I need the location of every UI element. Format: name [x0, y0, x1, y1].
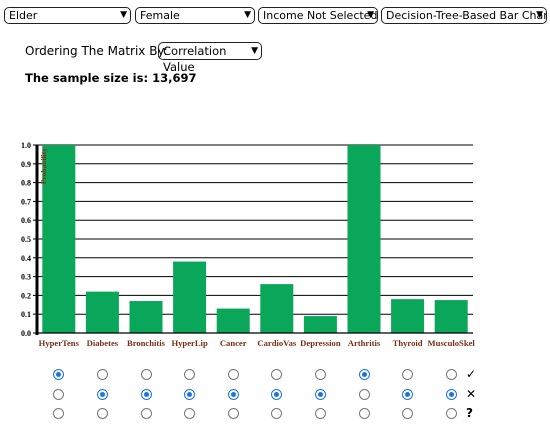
radio-unsure[interactable]	[402, 408, 414, 419]
radio-no[interactable]	[227, 389, 239, 400]
y-tick-label: 0.2	[21, 291, 31, 300]
bar	[129, 301, 163, 333]
check-icon: ✓	[466, 367, 477, 381]
income-select[interactable]: Income Not Selected ▼	[258, 7, 378, 24]
ordering-select-value: Correlation Value	[163, 44, 227, 74]
cross-icon: ✕	[466, 387, 477, 401]
ordering-select[interactable]: Correlation Value ▼	[158, 42, 262, 74]
chevron-down-icon: ▼	[244, 10, 251, 20]
x-tick-label: MusculoSkel	[428, 338, 476, 348]
radio-unsure[interactable]	[227, 408, 239, 419]
bar	[347, 145, 381, 333]
sex-select-value: Female	[140, 9, 180, 22]
bar	[85, 291, 119, 333]
ordering-label: Ordering The Matrix By:	[25, 44, 168, 58]
x-tick-label: Arthritis	[348, 338, 381, 348]
bar	[42, 145, 76, 333]
radio-yes[interactable]	[271, 369, 283, 380]
x-tick-label: Thyroid	[393, 338, 423, 348]
chevron-down-icon: ▼	[251, 46, 258, 56]
x-tick-label: HyperLip	[171, 338, 208, 348]
bar	[173, 261, 207, 333]
bar	[391, 299, 425, 333]
chevron-down-icon: ▼	[536, 10, 543, 20]
radio-yes[interactable]	[140, 369, 152, 380]
chevron-down-icon: ▼	[120, 10, 127, 20]
radio-no[interactable]	[358, 389, 370, 400]
radio-yes[interactable]	[402, 369, 414, 380]
radio-unsure[interactable]	[96, 408, 108, 419]
bar	[434, 300, 468, 333]
bar-chart: 0.0 0.1 0.2 0.3 0.4 0.5 0.6 0.7 0.8 0.9 1.0 HyperTe…	[21, 141, 476, 348]
radio-no[interactable]	[140, 389, 152, 400]
chart-kind-select[interactable]: Decision-Tree-Based Bar Chart ▼	[381, 7, 547, 24]
x-tick-label: CardioVas	[257, 338, 296, 348]
radio-yes[interactable]	[53, 369, 65, 380]
radio-no[interactable]	[96, 389, 108, 400]
radio-unsure[interactable]	[358, 408, 370, 419]
chart-kind-select-value: Decision-Tree-Based Bar Chart	[386, 9, 547, 22]
x-tick-label: Diabetes	[87, 338, 119, 348]
x-tick-label: HyperTens	[39, 338, 80, 348]
radio-no[interactable]	[445, 389, 457, 400]
y-tick-label: 0.9	[21, 160, 31, 169]
sample-size-text: The sample size is: 13,697	[25, 71, 197, 85]
x-tick-label: Depression	[300, 338, 341, 348]
y-tick-label: 0.3	[21, 273, 31, 282]
y-tick-label: 0.5	[21, 235, 31, 244]
bar	[216, 308, 250, 333]
y-tick-label: 0.4	[21, 254, 31, 263]
x-tick-label: Bronchitis	[127, 338, 166, 348]
radio-yes[interactable]	[445, 369, 457, 380]
bar	[303, 316, 337, 333]
radio-no[interactable]	[271, 389, 283, 400]
radio-unsure[interactable]	[271, 408, 283, 419]
radio-yes[interactable]	[184, 369, 196, 380]
y-tick-label: 0.7	[21, 197, 31, 206]
radio-no[interactable]	[402, 389, 414, 400]
y-tick-label: 0.6	[21, 216, 31, 225]
bar	[260, 284, 294, 333]
radio-yes[interactable]	[96, 369, 108, 380]
sex-select[interactable]: Female ▼	[135, 7, 255, 24]
radio-unsure[interactable]	[140, 408, 152, 419]
y-tick-label: 0.1	[21, 310, 31, 319]
radio-unsure[interactable]	[314, 408, 326, 419]
question-icon: ?	[466, 406, 473, 420]
y-tick-label: 0.8	[21, 179, 31, 188]
chevron-down-icon: ▼	[367, 10, 374, 20]
radio-yes[interactable]	[314, 369, 326, 380]
radio-unsure[interactable]	[445, 408, 457, 419]
x-tick-label: Cancer	[220, 338, 247, 348]
radio-unsure[interactable]	[184, 408, 196, 419]
income-select-value: Income Not Selected	[263, 9, 378, 22]
radio-unsure[interactable]	[53, 408, 65, 419]
y-axis-label: Probability	[39, 148, 48, 184]
age-select[interactable]: Elder ▼	[4, 7, 131, 24]
radio-no[interactable]	[184, 389, 196, 400]
radio-no[interactable]	[53, 389, 65, 400]
radio-yes[interactable]	[358, 369, 370, 380]
age-select-value: Elder	[9, 9, 38, 22]
radio-yes[interactable]	[227, 369, 239, 380]
radio-no[interactable]	[314, 389, 326, 400]
y-tick-label: 1.0	[21, 141, 31, 150]
y-tick-label: 0.0	[21, 329, 31, 338]
